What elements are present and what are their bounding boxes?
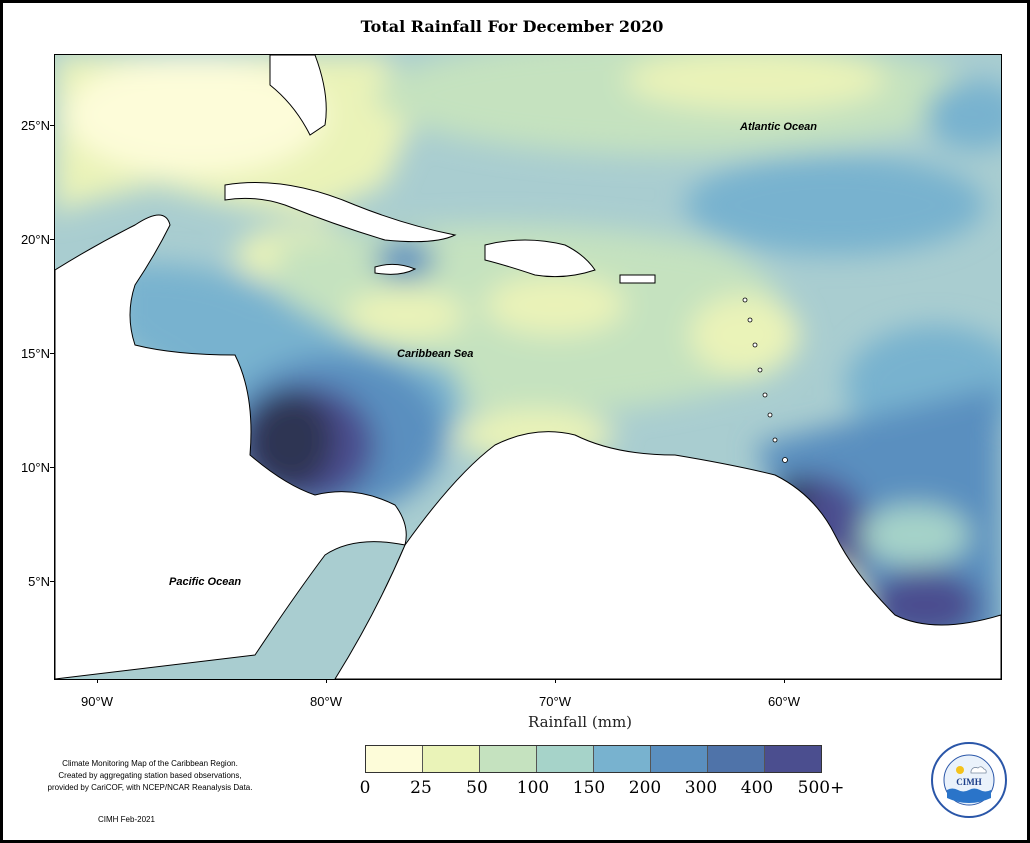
atlantic-ocean-label: Atlantic Ocean xyxy=(740,121,818,133)
logo-text: CIMH xyxy=(956,777,982,787)
lon-label-80w: 80°W xyxy=(310,694,342,709)
legend-swatch-25-50 xyxy=(423,746,480,772)
lon-tick xyxy=(326,679,327,683)
contour-25-50-hispaniola xyxy=(485,275,625,335)
legend-swatch-200-300 xyxy=(651,746,708,772)
lat-tick xyxy=(50,239,54,240)
lat-tick xyxy=(50,467,54,468)
lon-label-60w: 60°W xyxy=(768,694,800,709)
legend-label: 500+ xyxy=(797,778,845,798)
legend-swatch-300-400 xyxy=(708,746,765,772)
cimh-logo: CIMH xyxy=(931,742,1007,818)
lesser-antilles-islands xyxy=(742,297,788,463)
rainfall-map xyxy=(54,54,1002,680)
hispaniola-land xyxy=(484,239,596,278)
rainfall-axis-title: Rainfall (mm) xyxy=(527,713,633,731)
legend-swatch-150-200 xyxy=(594,746,651,772)
jamaica-land xyxy=(374,263,417,275)
water-waves-icon xyxy=(947,788,991,803)
lat-label-10n: 10°N xyxy=(20,460,50,475)
lat-tick xyxy=(50,125,54,126)
contour-25-50-jamaica xyxy=(345,290,465,340)
contour-25-50-lesser-antilles xyxy=(690,295,800,375)
lon-label-90w: 90°W xyxy=(81,694,113,709)
rainfall-map-svg xyxy=(55,55,1001,679)
pacific-ocean-label: Pacific Ocean xyxy=(169,576,242,588)
contour-100-150-guyana xyxy=(860,505,970,565)
legend-label: 50 xyxy=(466,778,488,798)
legend-label: 300 xyxy=(684,778,718,798)
central-america-land xyxy=(55,214,407,679)
contour-25-50-north xyxy=(625,55,885,110)
legend-label: 0 xyxy=(359,778,371,798)
caribbean-sea-label: Caribbean Sea xyxy=(397,348,474,360)
lon-tick xyxy=(784,679,785,683)
cloud-icon xyxy=(970,766,987,774)
lat-tick xyxy=(50,353,54,354)
legend-label: 25 xyxy=(410,778,432,798)
legend-label: 400 xyxy=(740,778,774,798)
south-america-land xyxy=(334,431,1001,679)
legend-label: 150 xyxy=(572,778,606,798)
contour-150-200-atlantic xyxy=(685,155,985,255)
sun-icon xyxy=(956,766,964,774)
legend-swatch-50-100 xyxy=(480,746,537,772)
legend-label: 200 xyxy=(628,778,662,798)
contour-0-25-gulf xyxy=(65,55,325,175)
legend-swatch-0-25 xyxy=(366,746,423,772)
lon-label-70w: 70°W xyxy=(539,694,571,709)
legend-swatch-100-150 xyxy=(537,746,594,772)
land-masses xyxy=(55,55,1001,679)
contour-500-plus-west xyxy=(245,390,335,490)
legend-label: 100 xyxy=(516,778,550,798)
puerto-rico-land xyxy=(619,274,656,284)
lat-tick xyxy=(50,581,54,582)
contour-150-200-northeast xyxy=(925,80,1001,150)
cuba-land xyxy=(224,182,457,243)
credit-line: Created by aggregating station based obs… xyxy=(58,771,242,780)
lat-label-5n: 5°N xyxy=(28,574,50,589)
rainfall-colorbar xyxy=(365,745,822,773)
lat-label-15n: 15°N xyxy=(20,346,50,361)
credit-footer: CIMH Feb-2021 xyxy=(98,815,155,824)
lat-label-25n: 25°N xyxy=(20,118,50,133)
credit-line: provided by CariCOF, with NCEP/NCAR Rean… xyxy=(47,783,253,792)
map-title: Total Rainfall For December 2020 xyxy=(360,17,664,36)
credit-text: Climate Monitoring Map of the Caribbean … xyxy=(20,758,280,794)
florida-land xyxy=(269,55,327,136)
lat-label-20n: 20°N xyxy=(20,232,50,247)
lon-tick xyxy=(97,679,98,683)
legend-swatch-400-500 xyxy=(765,746,821,772)
lon-tick xyxy=(555,679,556,683)
credit-line: Climate Monitoring Map of the Caribbean … xyxy=(62,759,238,768)
